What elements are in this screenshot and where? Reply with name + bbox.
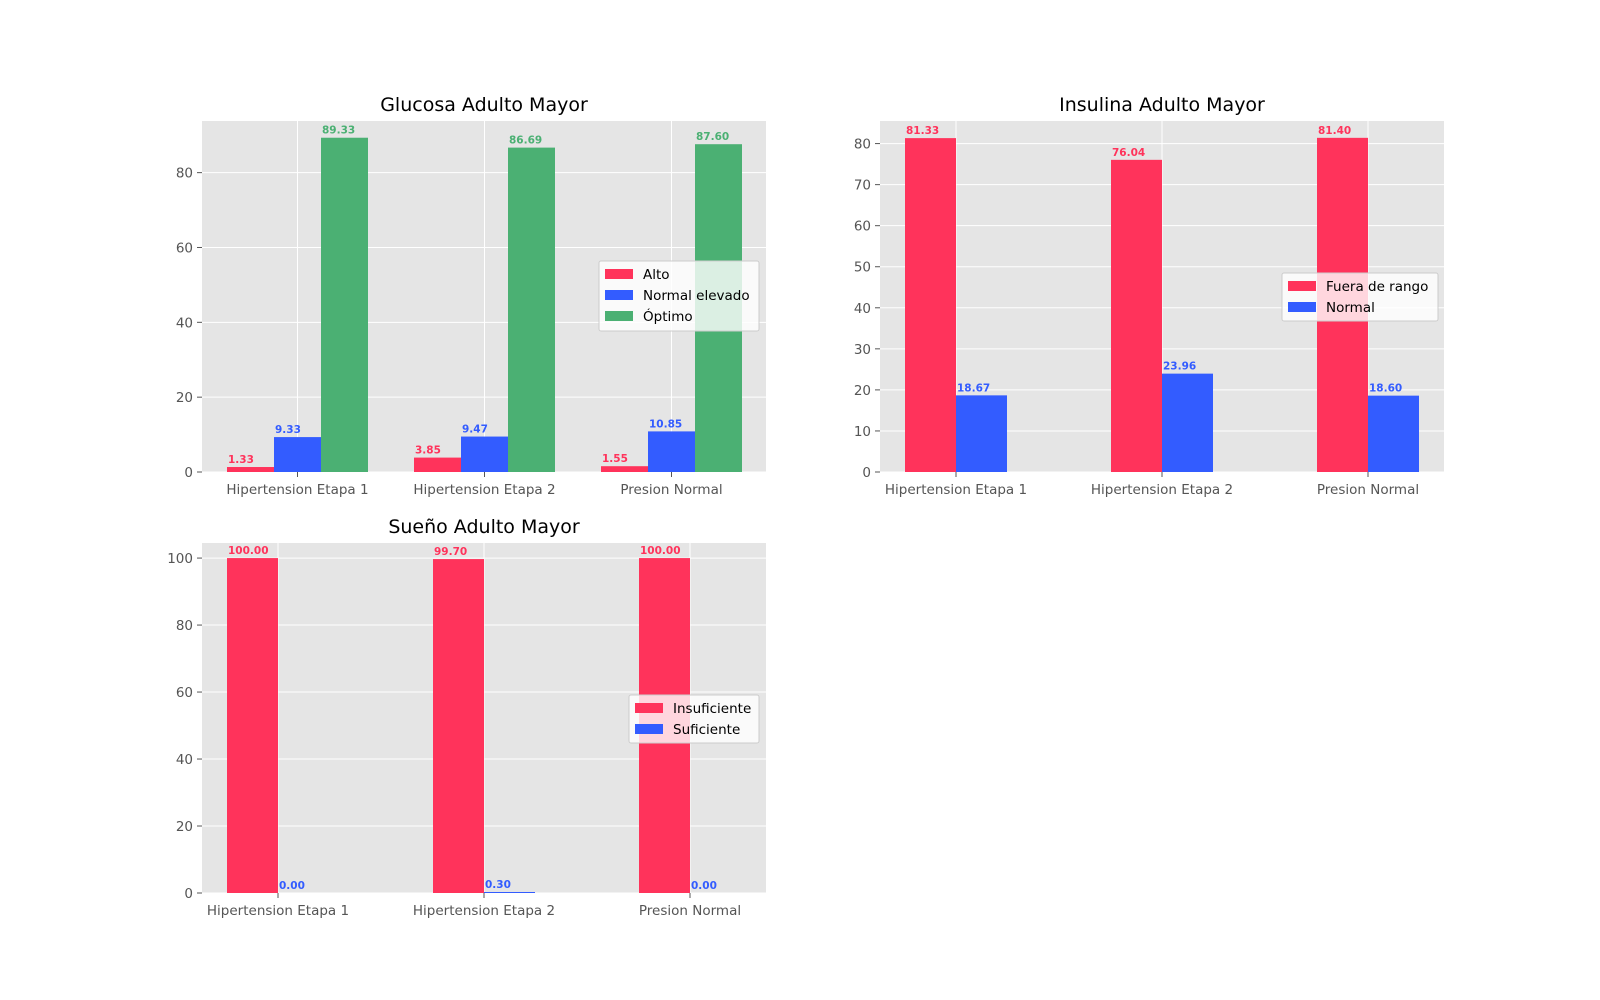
data-label: 0.00 — [691, 880, 717, 892]
bar — [508, 148, 555, 472]
data-label: 9.47 — [462, 424, 488, 436]
data-label: 0.30 — [485, 879, 511, 891]
data-label: 1.55 — [602, 453, 628, 465]
bar — [1162, 374, 1213, 472]
legend-swatch — [635, 724, 663, 734]
data-label: 86.69 — [509, 135, 542, 147]
data-label: 0.00 — [279, 880, 305, 892]
y-tick-label: 60 — [854, 219, 871, 235]
x-tick-label: Presion Normal — [620, 482, 722, 498]
y-tick-label: 80 — [854, 137, 871, 153]
y-tick-label: 0 — [184, 465, 193, 481]
bar — [461, 437, 508, 472]
chart-panel-1: 0 20 40 60 80 1.33 3.85 1.55 9.33 9.47 10.85 89.33 8… — [176, 94, 766, 498]
chart-panel-3: 0 20 40 60 80 100 100.00 99.70 100.00 0.00 0.30 0.0… — [167, 516, 766, 919]
bar — [227, 467, 274, 472]
legend: Insuficiente Suficiente — [629, 695, 759, 743]
y-tick-label: 40 — [176, 315, 193, 331]
y-tick-label: 0 — [184, 886, 193, 902]
legend-label: Óptimo — [643, 307, 693, 325]
y-tick-label: 40 — [176, 752, 193, 768]
bar — [1368, 396, 1419, 472]
data-label: 3.85 — [415, 445, 441, 457]
legend-swatch — [605, 290, 633, 300]
chart-title: Sueño Adulto Mayor — [388, 516, 580, 538]
y-tick-label: 100 — [167, 551, 193, 567]
bar — [484, 892, 535, 893]
bar — [227, 558, 278, 893]
data-label: 100.00 — [640, 545, 681, 557]
bar — [905, 138, 956, 472]
y-tick-label: 20 — [176, 390, 193, 406]
legend-swatch — [605, 311, 633, 321]
x-tick-label: Hipertension Etapa 1 — [885, 482, 1027, 498]
y-tick-label: 10 — [854, 424, 871, 440]
data-label: 100.00 — [228, 545, 269, 557]
y-tick-label: 60 — [176, 240, 193, 256]
x-tick-label: Hipertension Etapa 2 — [413, 482, 555, 498]
legend: Fuera de rango Normal — [1282, 273, 1438, 321]
chart-panel-2: 0 10 20 30 40 50 60 70 80 81.33 76.04 81.40 18.67 23.… — [854, 94, 1444, 498]
data-label: 18.60 — [1369, 383, 1402, 395]
legend-swatch — [1288, 302, 1316, 312]
legend-label: Fuera de rango — [1326, 279, 1428, 295]
data-label: 99.70 — [434, 546, 467, 558]
legend-label: Normal elevado — [643, 288, 750, 304]
y-tick-label: 80 — [176, 166, 193, 182]
data-label: 81.33 — [906, 125, 939, 137]
y-tick-label: 50 — [854, 260, 871, 276]
data-label: 87.60 — [696, 131, 729, 143]
bar — [956, 395, 1007, 472]
data-label: 9.33 — [275, 424, 301, 436]
y-tick-label: 40 — [854, 301, 871, 317]
x-tick-label: Hipertension Etapa 2 — [1091, 482, 1233, 498]
data-label: 81.40 — [1318, 125, 1351, 137]
legend-label: Insuficiente — [673, 701, 751, 717]
x-tick-label: Presion Normal — [639, 903, 741, 919]
y-tick-label: 30 — [854, 342, 871, 358]
bar — [433, 559, 484, 893]
data-label: 18.67 — [957, 382, 990, 394]
data-label: 76.04 — [1112, 147, 1145, 159]
data-label: 89.33 — [322, 125, 355, 137]
x-tick-label: Hipertension Etapa 1 — [226, 482, 368, 498]
x-tick-label: Presion Normal — [1317, 482, 1419, 498]
y-tick-label: 70 — [854, 178, 871, 194]
data-label: 10.85 — [649, 418, 682, 430]
data-label: 1.33 — [228, 454, 254, 466]
y-tick-label: 0 — [862, 465, 871, 481]
legend-label: Normal — [1326, 300, 1375, 316]
x-tick-label: Hipertension Etapa 2 — [413, 903, 555, 919]
bar — [648, 431, 695, 472]
legend-label: Alto — [643, 267, 670, 283]
bar — [1111, 160, 1162, 472]
bar — [414, 458, 461, 472]
legend-swatch — [1288, 281, 1316, 291]
x-tick-label: Hipertension Etapa 1 — [207, 903, 349, 919]
y-tick-label: 20 — [854, 383, 871, 399]
legend: Alto Normal elevado Óptimo — [599, 261, 759, 331]
bar — [274, 437, 321, 472]
data-label: 23.96 — [1163, 361, 1196, 373]
legend-label: Suficiente — [673, 722, 740, 738]
chart-title: Glucosa Adulto Mayor — [380, 94, 588, 116]
chart-title: Insulina Adulto Mayor — [1059, 94, 1265, 116]
bar — [321, 138, 368, 472]
legend-swatch — [605, 269, 633, 279]
y-tick-label: 80 — [176, 618, 193, 634]
legend-swatch — [635, 703, 663, 713]
y-tick-label: 60 — [176, 685, 193, 701]
bar — [601, 466, 648, 472]
y-tick-label: 20 — [176, 819, 193, 835]
